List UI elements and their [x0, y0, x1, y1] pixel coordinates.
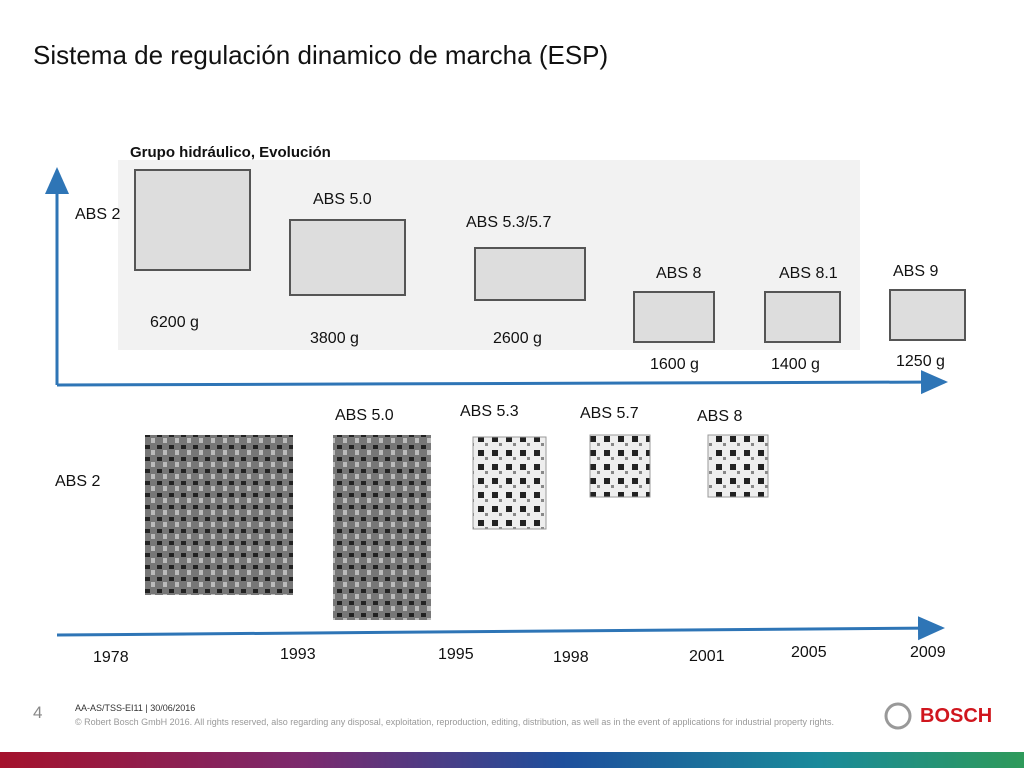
- unit-weight: 1400 g: [771, 356, 820, 373]
- ecu-image: [333, 435, 431, 620]
- unit-weight: 2600 g: [493, 330, 542, 347]
- axis-arrow: [56, 370, 948, 395]
- slide-title: Sistema de regulación dinamico de marcha…: [33, 40, 609, 70]
- page-number: 4: [33, 703, 43, 722]
- unit-label: ABS 2: [75, 206, 121, 223]
- unit-weight: 1250 g: [896, 353, 945, 370]
- unit-label: ABS 8.1: [779, 265, 838, 282]
- timeline-arrow: [56, 616, 945, 641]
- unit-weight: 3800 g: [310, 330, 359, 347]
- ecu-image: [145, 435, 293, 595]
- color-stripe: [0, 752, 1024, 768]
- unit-image: [474, 247, 586, 301]
- brand-logo: BOSCH: [920, 705, 993, 727]
- footer-copyright: © Robert Bosch GmbH 2016. All rights res…: [75, 717, 835, 727]
- unit-image: [633, 291, 715, 343]
- ecu-label: ABS 5.7: [580, 405, 639, 422]
- unit-image: [289, 219, 406, 296]
- unit-image: [889, 289, 966, 341]
- ecu-label: ABS 5.0: [335, 407, 394, 424]
- unit-image: [764, 291, 841, 343]
- hydraulic-images: [134, 169, 966, 343]
- unit-label: ABS 9: [893, 263, 939, 280]
- unit-label: ABS 8: [656, 265, 702, 282]
- bosch-logo-mark: [884, 702, 912, 730]
- year-label: 1993: [280, 646, 316, 663]
- section-title: Grupo hidráulico, Evolución: [130, 144, 331, 161]
- ecu-image: [707, 434, 769, 498]
- ecu-image: [472, 436, 547, 530]
- ecu-images: [145, 434, 769, 620]
- year-label: 1978: [93, 649, 129, 666]
- unit-image: [134, 169, 251, 271]
- ecu-label: ABS 5.3: [460, 403, 519, 420]
- ecu-image: [589, 434, 651, 498]
- year-label: 2009: [910, 644, 946, 661]
- unit-weight: 1600 g: [650, 356, 699, 373]
- year-label: 2005: [791, 644, 827, 661]
- year-label: 1995: [438, 646, 474, 663]
- footer-ref: AA-AS/TSS-EI11 | 30/06/2016: [75, 703, 196, 713]
- unit-label: ABS 5.0: [313, 191, 372, 208]
- ecu-label: ABS 2: [55, 473, 101, 490]
- unit-weight: 6200 g: [150, 314, 199, 331]
- year-label: 2001: [689, 648, 725, 665]
- unit-label: ABS 5.3/5.7: [466, 214, 552, 231]
- ecu-label: ABS 8: [697, 408, 743, 425]
- year-label: 1998: [553, 649, 589, 666]
